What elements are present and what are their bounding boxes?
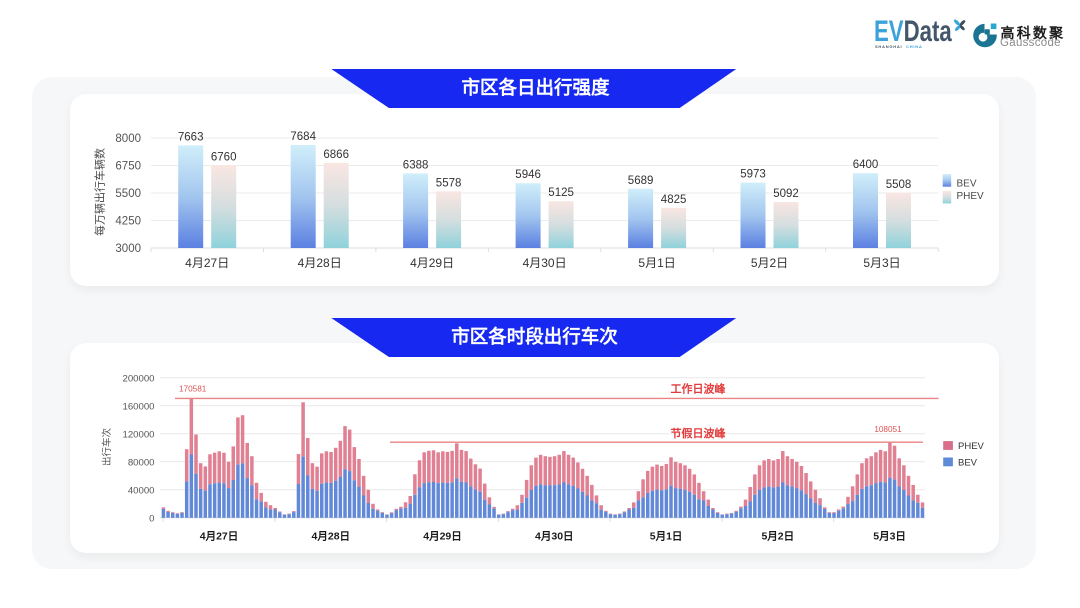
svg-text:5946: 5946 [515, 169, 541, 181]
svg-text:3000: 3000 [115, 243, 141, 255]
svg-text:5508: 5508 [886, 179, 912, 191]
svg-text:5125: 5125 [548, 187, 574, 199]
svg-text:6750: 6750 [115, 161, 141, 173]
svg-text:4月28日: 4月28日 [312, 531, 351, 543]
svg-text:5月1日: 5月1日 [650, 531, 683, 543]
svg-text:4月30日: 4月30日 [535, 531, 574, 543]
svg-text:5月3日: 5月3日 [863, 256, 900, 270]
svg-text:6388: 6388 [403, 160, 429, 172]
svg-text:200000: 200000 [122, 373, 154, 384]
svg-text:4月29日: 4月29日 [423, 531, 462, 543]
svg-text:80000: 80000 [128, 457, 155, 468]
svg-text:160000: 160000 [122, 401, 154, 412]
svg-text:4月29日: 4月29日 [410, 256, 454, 270]
svg-text:8000: 8000 [115, 133, 141, 145]
svg-text:170581: 170581 [179, 384, 207, 393]
svg-text:6400: 6400 [853, 159, 879, 171]
svg-text:PHEV: PHEV [957, 191, 985, 202]
svg-text:4825: 4825 [661, 194, 687, 206]
svg-text:108051: 108051 [874, 425, 902, 434]
svg-text:4月28日: 4月28日 [298, 256, 342, 270]
svg-text:6866: 6866 [323, 149, 349, 161]
svg-text:5689: 5689 [628, 175, 654, 187]
svg-text:每万辆出行车辆数: 每万辆出行车辆数 [93, 148, 107, 236]
svg-text:4月30日: 4月30日 [523, 256, 567, 270]
svg-text:0: 0 [149, 513, 154, 524]
svg-text:出行车次: 出行车次 [101, 428, 113, 467]
svg-text:6760: 6760 [211, 151, 237, 163]
svg-text:PHEV: PHEV [958, 441, 985, 452]
svg-text:4月27日: 4月27日 [200, 531, 239, 543]
svg-text:5月3日: 5月3日 [873, 531, 906, 543]
svg-text:5500: 5500 [115, 188, 141, 200]
svg-text:7684: 7684 [290, 131, 316, 143]
svg-text:40000: 40000 [128, 485, 155, 496]
svg-text:5月2日: 5月2日 [761, 531, 794, 543]
svg-text:4250: 4250 [115, 216, 141, 228]
svg-text:5月1日: 5月1日 [638, 256, 675, 270]
svg-text:BEV: BEV [958, 458, 978, 469]
svg-text:工作日波峰: 工作日波峰 [671, 381, 727, 395]
svg-text:5578: 5578 [436, 177, 462, 189]
svg-text:5092: 5092 [773, 188, 799, 200]
svg-text:节假日波峰: 节假日波峰 [671, 426, 727, 440]
svg-text:5973: 5973 [740, 169, 766, 181]
svg-text:7663: 7663 [178, 131, 204, 143]
svg-text:4月27日: 4月27日 [185, 256, 229, 270]
svg-text:120000: 120000 [122, 429, 154, 440]
svg-text:5月2日: 5月2日 [751, 256, 788, 270]
svg-text:BEV: BEV [957, 179, 977, 190]
